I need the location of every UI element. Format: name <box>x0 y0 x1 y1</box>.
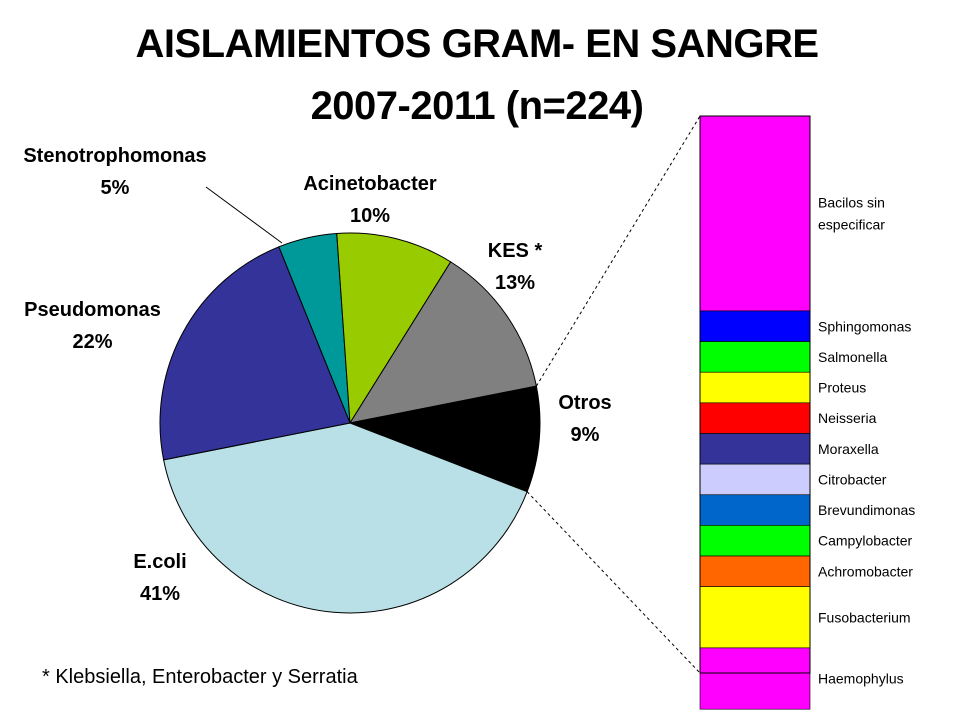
bar-segment-moraxella <box>699 433 811 465</box>
pie-slice-otros <box>348 385 541 493</box>
bar-segment-label: Achromobacter <box>818 563 913 579</box>
chart-title-line2: 2007-2011 (n=224) <box>310 84 644 128</box>
bar-segment-label: Moraxella <box>818 441 879 457</box>
bar-frame <box>699 115 811 674</box>
bar-segment-fusobacterium <box>699 586 811 649</box>
bar-segment-label: especificar <box>818 216 885 232</box>
pie-slice-acinetobacter <box>336 232 452 425</box>
pie-slice-pseudomonas <box>159 246 351 461</box>
pie-slice-kes <box>348 261 537 424</box>
bar-segment-label: Haemophylus <box>818 671 904 687</box>
pie-label-pct: 13% <box>494 272 536 294</box>
connector-line <box>526 491 701 674</box>
pie-label-pseudomonas: Pseudomonas 22% <box>0 294 185 358</box>
footnote: * Klebsiella, Enterobacter y Serratia <box>42 666 358 688</box>
connector-line <box>535 115 701 387</box>
bar-segment-label: Brevundimonas <box>818 502 915 518</box>
leader-line <box>205 186 283 244</box>
pie-label-pct: 41% <box>139 583 181 605</box>
pie-label-ecoli: E.coli 41% <box>110 546 210 610</box>
bar-segment-label: Proteus <box>818 380 866 396</box>
bar-segment-label: Bacilos sin <box>818 194 885 210</box>
pie-label-name: Stenotrophomonas <box>23 145 207 167</box>
bar-segment-label: Fusobacterium <box>818 609 911 625</box>
bar-segment-brevundimonas <box>699 494 811 526</box>
pie-label-name: Pseudomonas <box>24 299 161 321</box>
bar-segment-campylobacter <box>699 525 811 557</box>
bar-segment-sphingomonas <box>699 310 811 342</box>
bar-segment-salmonella <box>699 341 811 373</box>
pie-label-acinetobacter: Acinetobacter 10% <box>280 168 460 232</box>
bar-segment-label: Citrobacter <box>818 471 887 487</box>
bar-segment-label: Sphingomonas <box>818 318 911 334</box>
pie-label-stenotrophomonas: Stenotrophomonas 5% <box>10 140 220 204</box>
bar-segment-label: Salmonella <box>818 349 887 365</box>
pie-label-pct: 5% <box>100 177 130 199</box>
pie-label-pct: 9% <box>570 424 600 446</box>
pie-label-kes: KES * 13% <box>470 235 560 299</box>
pie-label-name: Acinetobacter <box>303 173 437 195</box>
bar-segment-haemophylus <box>699 647 811 710</box>
chart-title-line1: AISLAMIENTOS GRAM- EN SANGRE <box>135 22 819 66</box>
pie-slice-ecoli <box>163 422 528 614</box>
bar-segment-label: Campylobacter <box>818 533 912 549</box>
pie-label-otros: Otros 9% <box>540 387 630 451</box>
bar-segment-citrobacter <box>699 463 811 496</box>
pie-label-name: E.coli <box>133 551 187 573</box>
bar-segment-neisseria <box>699 402 811 434</box>
pie-label-pct: 10% <box>349 205 391 227</box>
bar-segment-achromobacter <box>699 555 811 587</box>
pie-label-name: KES * <box>487 240 543 262</box>
pie-label-pct: 22% <box>72 331 113 353</box>
bar-segment-label: Neisseria <box>818 410 877 426</box>
pie-label-name: Otros <box>558 392 612 414</box>
bar-segment-bacilossinespecificar <box>699 115 811 312</box>
bar-segment-proteus <box>699 371 811 404</box>
